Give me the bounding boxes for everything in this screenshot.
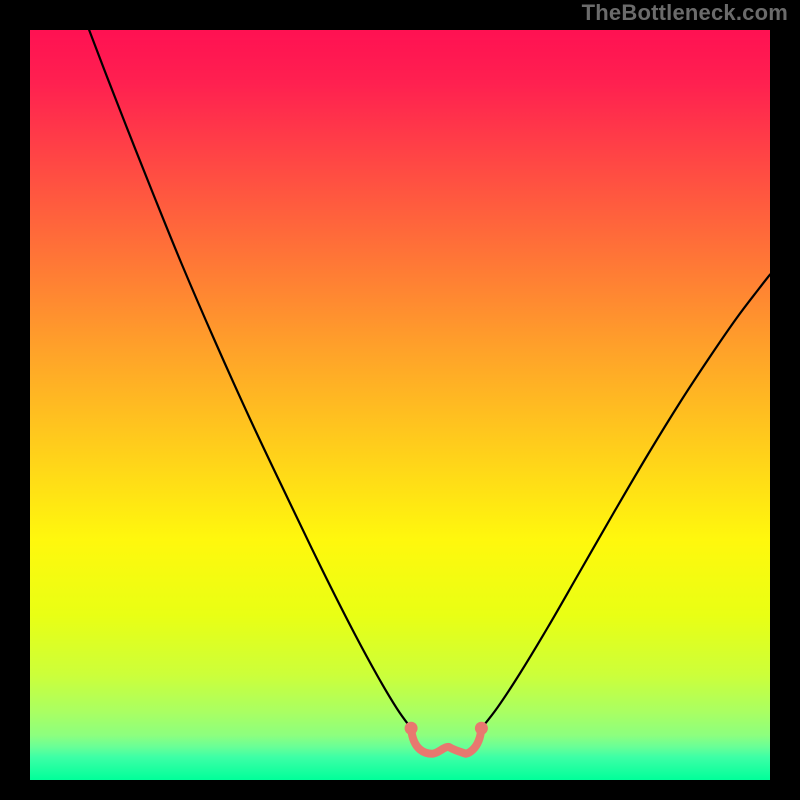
marker-band-path [411, 728, 481, 754]
marker-band [405, 722, 488, 754]
marker-cap-left [405, 722, 418, 735]
curve-svg [30, 30, 770, 780]
chart-frame: TheBottleneck.com [0, 0, 800, 800]
watermark-label: TheBottleneck.com [582, 0, 788, 26]
marker-cap-right [475, 722, 488, 735]
curve-right [481, 275, 770, 729]
plot-area [30, 30, 770, 780]
curve-left [88, 26, 411, 728]
